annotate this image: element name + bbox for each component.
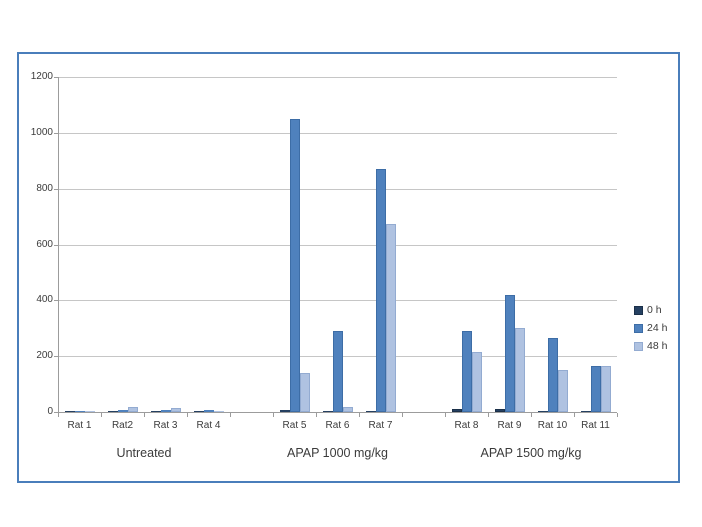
bar-0h-Rat11 [581,411,591,412]
x-axis-tick [58,413,59,417]
x-axis-category-label: Rat 8 [454,420,479,431]
bar-48h-Rat4 [214,411,224,412]
bar-24h-Rat3 [161,410,171,412]
legend-swatch-0h [634,305,643,315]
y-axis-label: 1200 [30,71,53,82]
legend-swatch-24h [634,323,643,333]
x-axis-tick [101,413,102,417]
x-axis-category-label: Rat 1 [67,420,92,431]
bar-24h-Rat7 [376,169,386,412]
bar-0h-Rat6 [323,411,333,412]
legend-item-24h: 24 h [634,319,680,337]
bar-0h-Rat4 [194,411,204,412]
y-axis-tick [54,132,58,134]
chart-border-frame: 0 200 400 600 800 1000 1200 Rat 1 Rat2 Rat 3 Rat 4… [17,52,680,483]
x-axis-category-label: Rat 4 [196,420,221,431]
gridline-600 [58,244,617,246]
y-axis-tick [54,356,58,358]
bar-0h-Rat8 [452,409,462,412]
plot-area: 0 200 400 600 800 1000 1200 Rat 1 Rat2 Rat 3 Rat 4… [19,54,678,481]
y-axis-label: 800 [36,182,53,194]
legend: 0 h 24 h 48 h [634,301,680,355]
legend-label: 24 h [647,322,668,334]
legend-item-0h: 0 h [634,301,680,319]
bar-48h-Rat2 [128,407,138,412]
bar-48h-Rat11 [601,366,611,412]
x-axis-group-label: APAP 1000 mg/kg [287,446,388,460]
x-axis-tick [316,413,317,417]
bar-0h-Rat10 [538,411,548,412]
x-axis-tick [445,413,446,417]
legend-swatch-48h [634,341,643,351]
x-axis-tick [402,413,403,417]
x-axis-category-label: Rat 11 [581,420,610,431]
x-axis-tick [144,413,145,417]
legend-label: 48 h [647,340,668,352]
bar-48h-Rat5 [300,373,310,412]
y-axis-tick [54,188,58,190]
legend-label: 0 h [647,304,662,316]
y-axis-label: 1000 [30,126,53,138]
x-axis-category-label: Rat 7 [368,420,393,431]
x-axis-tick [531,413,532,417]
bar-24h-Rat4 [204,410,214,412]
bar-0h-Rat5 [280,410,290,412]
y-axis-line [58,77,59,412]
y-axis-tick [54,77,58,78]
bar-0h-Rat7 [366,411,376,412]
bar-0h-Rat3 [151,411,161,412]
x-axis-category-label: Rat 10 [537,420,568,431]
x-axis-tick [617,413,618,417]
x-axis-tick [273,413,274,417]
x-axis-line [58,412,617,413]
y-axis-label: 600 [36,238,53,250]
bar-48h-Rat3 [171,408,181,412]
y-axis-label: 0 [47,406,53,417]
bar-24h-Rat5 [290,119,300,412]
x-axis-category-label: Rat 3 [153,420,178,431]
bar-48h-Rat9 [515,328,525,412]
gridline-1000 [58,132,617,134]
bar-24h-Rat2 [118,410,128,412]
bar-48h-Rat10 [558,370,568,412]
x-axis-group-label: APAP 1500 mg/kg [480,446,582,460]
bar-48h-Rat7 [386,224,396,412]
gridline-1200 [58,77,617,78]
x-axis-group-label: Untreated [116,446,172,460]
y-axis-tick [54,244,58,246]
x-axis-tick [187,413,188,417]
x-axis-tick [230,413,231,417]
bar-24h-Rat11 [591,366,601,412]
gridline-400 [58,300,617,302]
bar-0h-Rat1 [65,411,75,412]
legend-item-48h: 48 h [634,337,680,355]
x-axis-category-label: Rat2 [111,420,134,431]
bar-48h-Rat6 [343,407,353,412]
x-axis-category-label: Rat 9 [497,420,522,431]
bar-24h-Rat8 [462,331,472,412]
bar-24h-Rat9 [505,295,515,412]
bar-0h-Rat9 [495,409,505,412]
bar-24h-Rat6 [333,331,343,412]
bar-24h-Rat1 [75,411,85,412]
y-axis-tick [54,412,58,413]
bar-48h-Rat1 [85,411,95,412]
y-axis-tick [54,300,58,302]
x-axis-tick [574,413,575,417]
y-axis-label: 200 [36,350,53,362]
x-axis-category-label: Rat 5 [282,420,307,431]
bar-0h-Rat2 [108,411,118,412]
y-axis-label: 400 [36,294,53,306]
x-axis-tick [488,413,489,417]
gridline-800 [58,188,617,190]
x-axis-category-label: Rat 6 [325,420,350,431]
x-axis-tick [359,413,360,417]
bar-48h-Rat8 [472,352,482,412]
bar-24h-Rat10 [548,338,558,412]
